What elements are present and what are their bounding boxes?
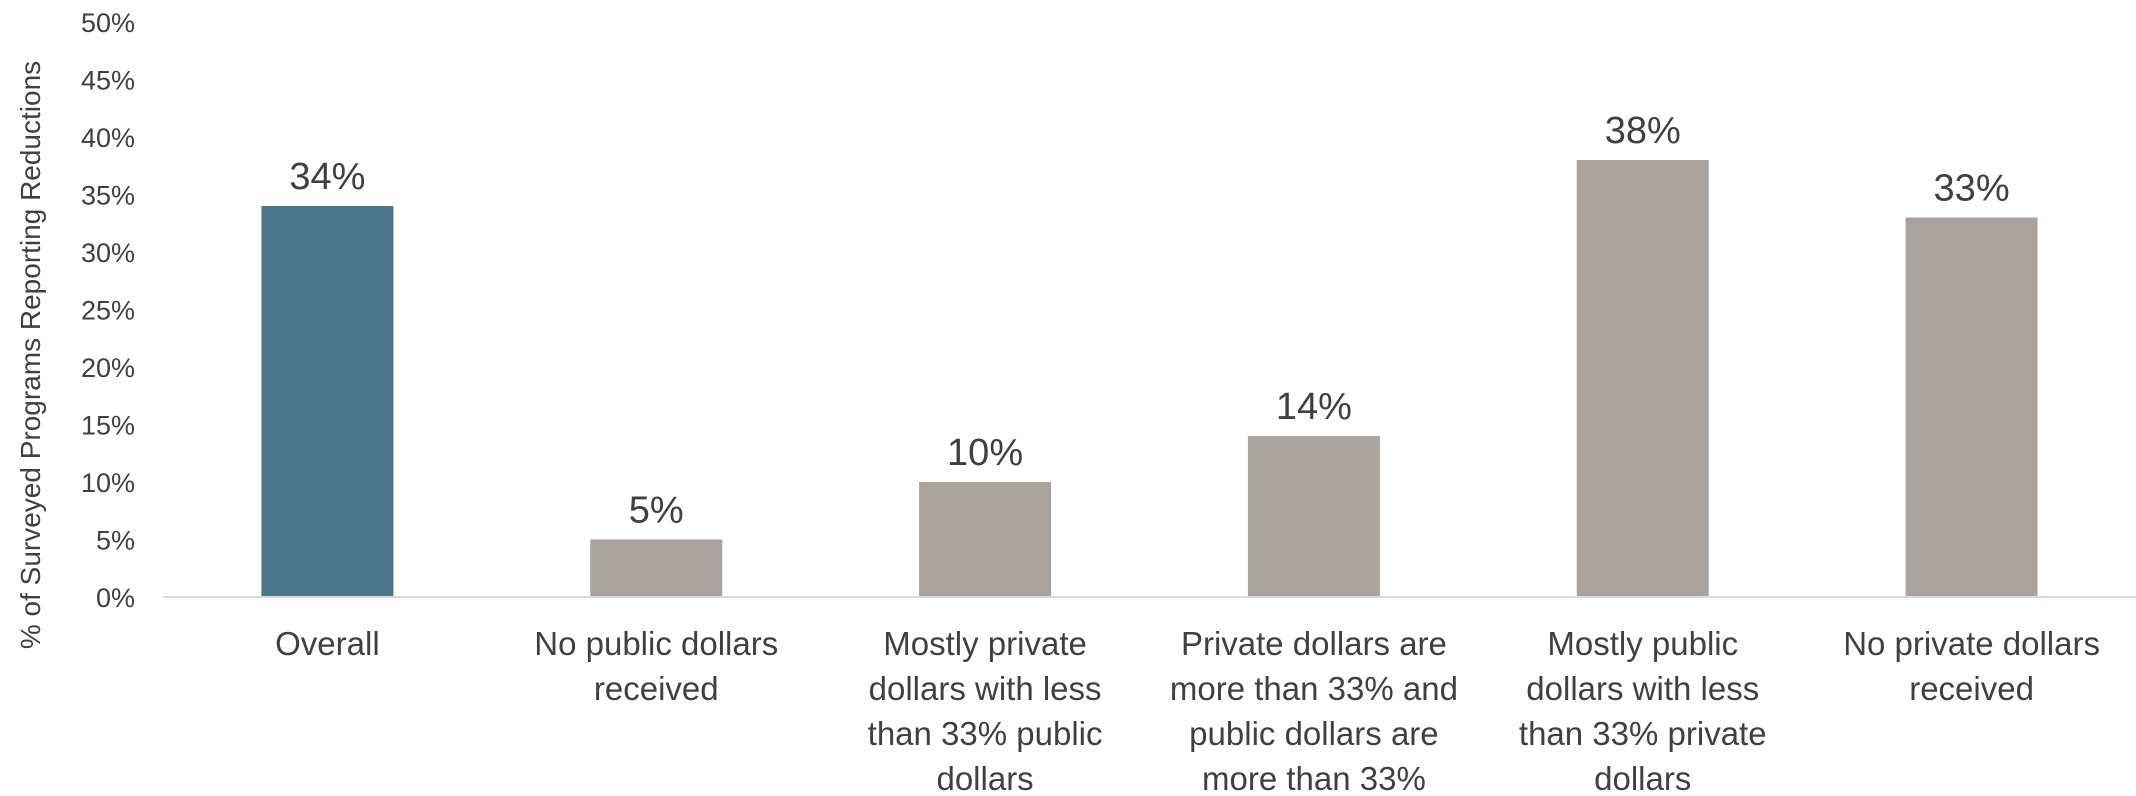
bar (1576, 160, 1709, 597)
y-axis-title: % of Surveyed Programs Reporting Reducti… (15, 61, 46, 649)
x-category-label-line: dollars (1594, 760, 1691, 796)
category-labels: Overall No public dollars received Mostly p… (275, 625, 2100, 796)
x-category-label: Private dollars are more than 33% and publ… (1170, 625, 1458, 796)
bar (919, 482, 1052, 597)
y-tick-label: 5% (96, 526, 135, 556)
x-category-label: No private dollars received (1843, 625, 2100, 707)
x-category-label-line: more than 33% (1202, 760, 1426, 796)
data-label: 38% (1605, 110, 1681, 152)
y-axis-ticks: 0% 5% 10% 15% 20% 25% 30% 35% 40% 45% 50% (81, 8, 135, 613)
y-tick-label: 45% (81, 66, 135, 96)
data-label: 34% (289, 156, 365, 198)
y-tick-label: 20% (81, 353, 135, 383)
y-tick-label: 0% (96, 583, 135, 613)
x-category-label: Overall (275, 625, 380, 662)
x-category-label: No public dollars received (534, 625, 778, 707)
x-category-label-line: received (1909, 670, 2034, 707)
bar (590, 539, 723, 597)
x-category-label-line: No public dollars (534, 625, 778, 662)
x-category-label-line: dollars with less (869, 670, 1102, 707)
x-category-label-line: Mostly public (1547, 625, 1738, 662)
x-category-label-line: Mostly private (883, 625, 1087, 662)
data-label: 33% (1934, 168, 2010, 210)
x-category-label-line: than 33% private (1519, 715, 1767, 752)
x-category-label-line: public dollars are (1189, 715, 1438, 752)
y-tick-label: 30% (81, 238, 135, 268)
data-label: 5% (629, 490, 684, 532)
x-category-label-line: than 33% public (868, 715, 1103, 752)
x-category-label: Mostly private dollars with less than 33% … (868, 625, 1103, 796)
x-category-label-line: more than 33% and (1170, 670, 1458, 707)
x-category-label-line: Overall (275, 625, 380, 662)
x-category-label-line: dollars (936, 760, 1033, 796)
y-tick-label: 15% (81, 411, 135, 441)
data-labels: 34% 5% 10% 14% 38% 33% (289, 110, 2009, 532)
y-tick-label: 50% (81, 8, 135, 38)
data-label: 10% (947, 432, 1023, 474)
y-tick-label: 40% (81, 123, 135, 153)
bar (1247, 436, 1380, 597)
bar (1905, 217, 2038, 597)
data-label: 14% (1276, 386, 1352, 428)
y-tick-label: 25% (81, 296, 135, 326)
x-category-label-line: Private dollars are (1181, 625, 1447, 662)
y-tick-label: 35% (81, 181, 135, 211)
x-category-label: Mostly public dollars with less than 33% p… (1519, 625, 1767, 796)
x-category-label-line: dollars with less (1526, 670, 1759, 707)
bar (261, 206, 394, 597)
y-axis-title-group: % of Surveyed Programs Reporting Reducti… (15, 61, 46, 649)
x-category-label-line: No private dollars (1843, 625, 2100, 662)
bars (261, 160, 2038, 597)
y-tick-label: 10% (81, 468, 135, 498)
x-category-label-line: received (594, 670, 719, 707)
